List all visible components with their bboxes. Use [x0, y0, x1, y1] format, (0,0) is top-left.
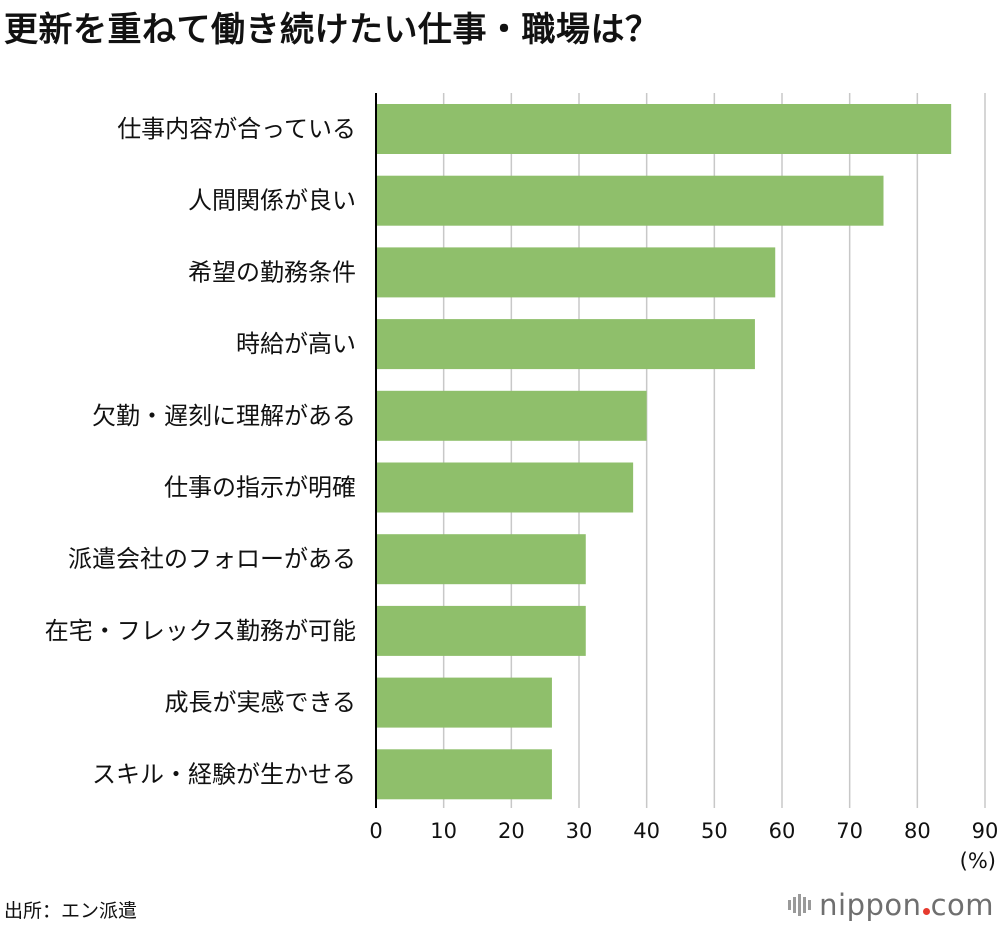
- category-label: 欠勤・遅刻に理解がある: [92, 402, 356, 430]
- category-label: 在宅・フレックス勤務が可能: [45, 617, 356, 645]
- bar: [376, 605, 586, 656]
- x-tick-label: 50: [701, 819, 728, 843]
- bar-chart: 仕事内容が合っている人間関係が良い希望の勤務条件時給が高い欠勤・遅刻に理解がある…: [45, 93, 999, 873]
- bar: [376, 104, 952, 154]
- logo-bars-icon: [788, 894, 812, 916]
- category-label: 派遣会社のフォローがある: [68, 545, 356, 573]
- bar: [376, 534, 586, 585]
- bar: [376, 247, 776, 298]
- logo-text-left: nippon: [819, 888, 922, 922]
- bar: [376, 319, 755, 370]
- logo-text-right: com: [930, 888, 994, 922]
- x-tick-label: 10: [430, 819, 457, 843]
- x-tick-label: 0: [369, 819, 382, 843]
- bar: [376, 749, 552, 800]
- bar: [376, 462, 634, 513]
- category-label: 人間関係が良い: [188, 187, 356, 215]
- category-label: 希望の勤務条件: [188, 258, 356, 286]
- x-tick-label: 30: [566, 819, 593, 843]
- x-unit-label: (%): [960, 849, 996, 873]
- nippon-com-logo: nippon com: [788, 888, 994, 922]
- category-label: 時給が高い: [236, 330, 356, 358]
- x-tick-label: 20: [498, 819, 525, 843]
- logo-dot-icon: [922, 908, 930, 915]
- category-label: 仕事の指示が明確: [164, 474, 356, 502]
- category-label: 成長が実感できる: [164, 689, 356, 717]
- category-label: スキル・経験が生かせる: [92, 760, 356, 788]
- x-tick-label: 40: [633, 819, 660, 843]
- category-label: 仕事内容が合っている: [117, 115, 356, 143]
- x-tick-label: 80: [904, 819, 931, 843]
- x-tick-label: 70: [836, 819, 863, 843]
- x-tick-label: 60: [769, 819, 796, 843]
- bar: [376, 677, 552, 728]
- chart-title: 更新を重ねて働き続けたい仕事・職場は？: [4, 10, 660, 50]
- source-note: 出所：エン派遣: [4, 900, 138, 922]
- bar: [376, 390, 647, 441]
- x-tick-label: 90: [972, 819, 999, 843]
- bar: [376, 175, 884, 226]
